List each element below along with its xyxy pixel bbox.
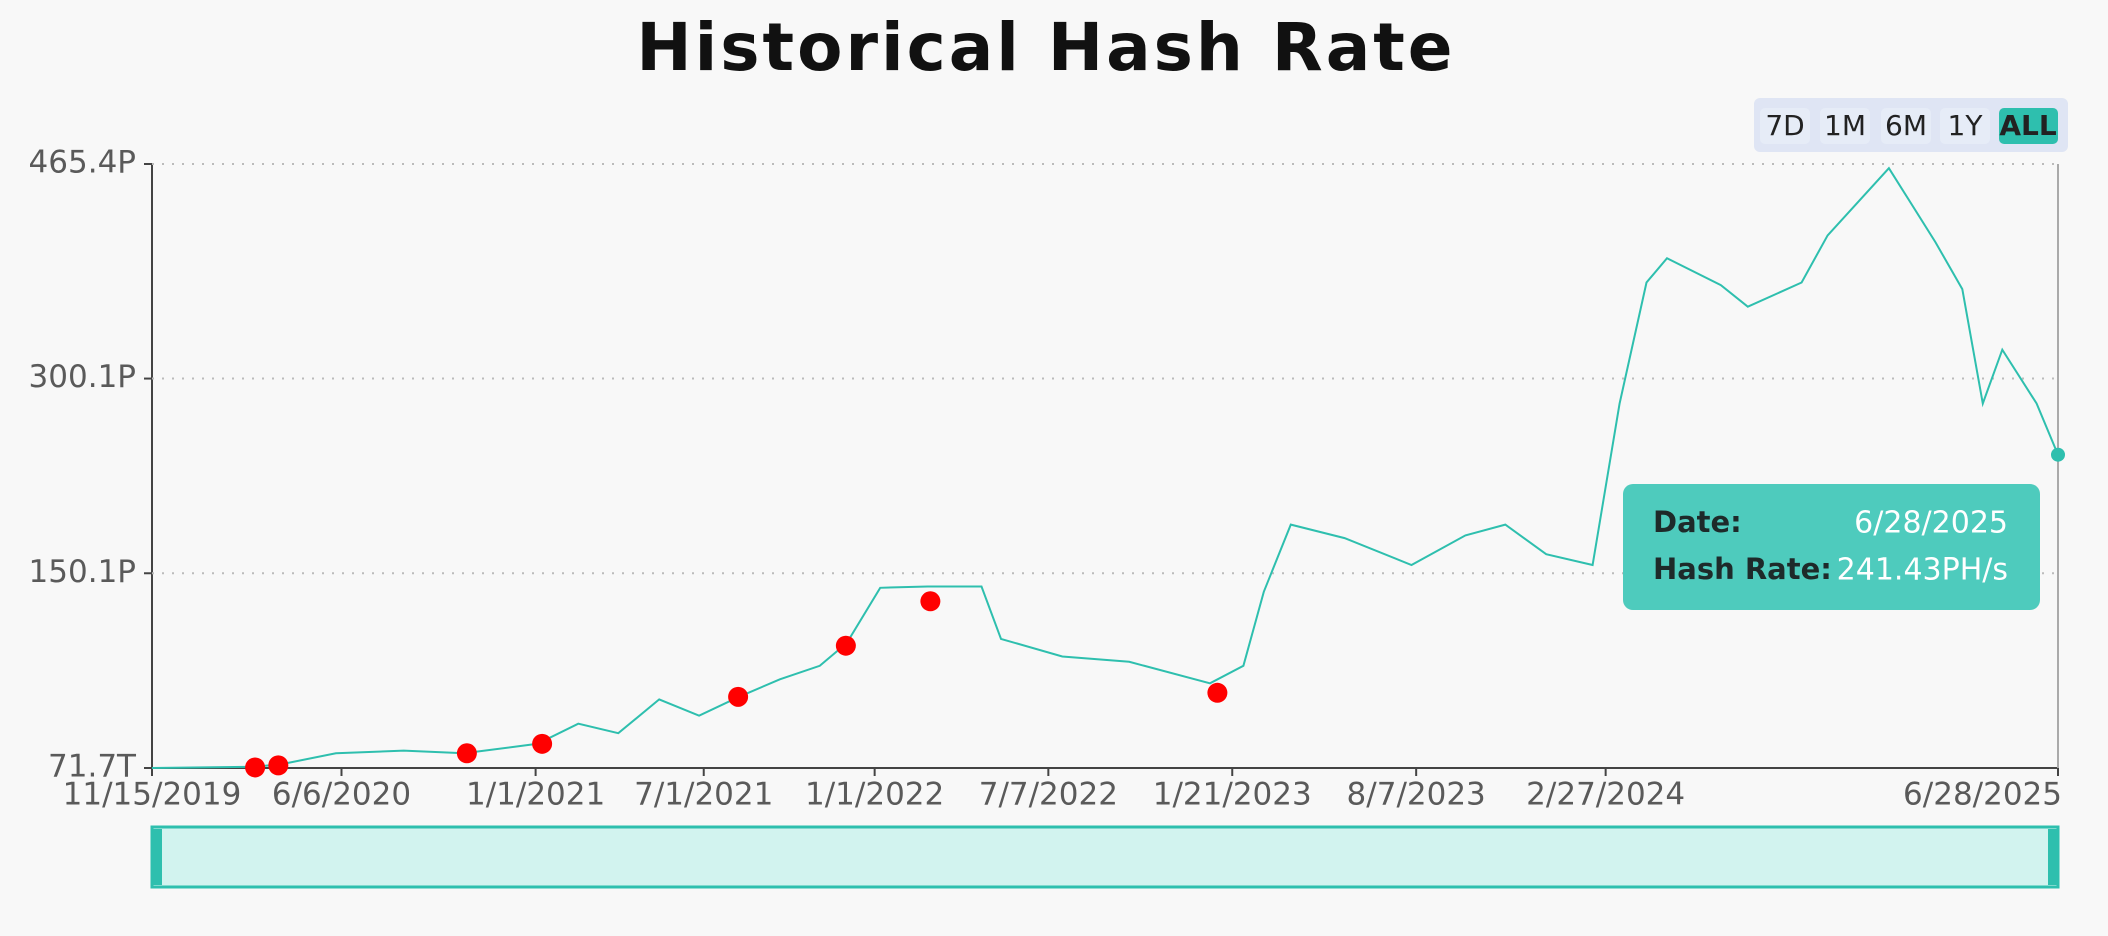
event-marker: [245, 757, 266, 778]
chart-title: Historical Hash Rate: [636, 9, 1455, 86]
y-tick-label: 71.7T: [48, 749, 137, 785]
y-tick-label: 465.4P: [29, 145, 136, 181]
range-button-label[interactable]: 1Y: [1948, 109, 1984, 142]
y-tick-label: 150.1P: [29, 554, 136, 590]
tooltip-value: 241.43PH/s: [1837, 553, 2008, 588]
x-tick-label: 6/6/2020: [272, 777, 411, 813]
event-marker: [532, 733, 553, 754]
range-button[interactable]: [1760, 108, 1810, 144]
event-marker: [1207, 682, 1228, 703]
x-tick-label: 7/1/2021: [634, 777, 773, 813]
range-button-label[interactable]: 1M: [1824, 109, 1866, 142]
event-marker: [920, 591, 941, 612]
x-tick-label: 1/1/2021: [466, 777, 605, 813]
range-button-label[interactable]: 6M: [1885, 109, 1927, 142]
x-tick-label: 6/28/2025: [1903, 777, 2062, 813]
range-button-label[interactable]: 7D: [1765, 109, 1804, 142]
tooltip-value: 6/28/2025: [1854, 506, 2008, 541]
range-button[interactable]: [1940, 108, 1990, 144]
x-tick-label: 8/7/2023: [1347, 777, 1486, 813]
event-marker: [835, 635, 856, 656]
x-tick-label: 11/15/2019: [63, 777, 242, 813]
event-marker: [728, 686, 749, 707]
range-button[interactable]: [1820, 108, 1870, 144]
x-tick-label: 7/7/2022: [979, 777, 1118, 813]
range-button-label[interactable]: ALL: [1999, 109, 2057, 142]
event-marker: [268, 755, 289, 776]
event-marker: [456, 743, 477, 764]
x-tick-label: 2/27/2024: [1526, 777, 1685, 813]
y-tick-label: 300.1P: [29, 359, 136, 395]
x-tick-label: 1/21/2023: [1153, 777, 1312, 813]
range-button-active[interactable]: [1999, 108, 2058, 144]
tooltip-label: Date:: [1653, 505, 1742, 539]
tooltip: [1623, 484, 2040, 610]
slider-handle[interactable]: [2048, 829, 2058, 885]
line: [151, 166, 2059, 769]
range-button[interactable]: [1881, 108, 1931, 144]
slider-handle[interactable]: [152, 829, 162, 885]
tooltip-label: Hash Rate:: [1653, 552, 1832, 586]
x-tick-label: 1/1/2022: [805, 777, 944, 813]
last-point: [2051, 447, 2065, 462]
range-slider[interactable]: [150, 825, 2060, 889]
